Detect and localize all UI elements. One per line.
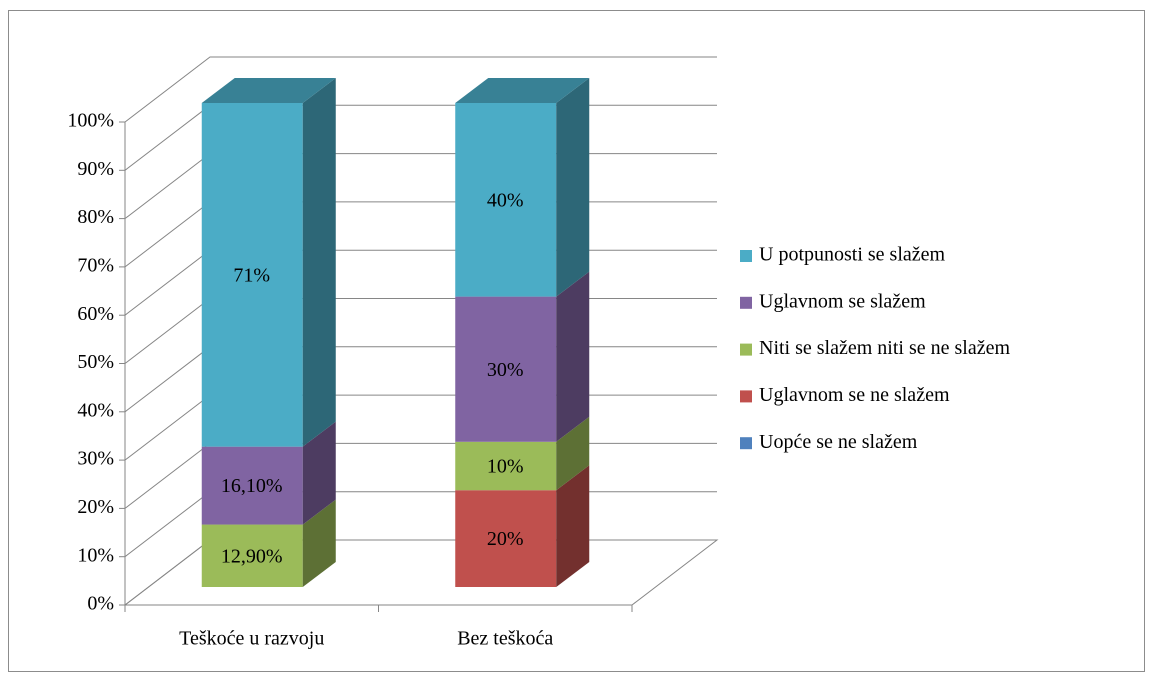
bar-top [201, 78, 336, 103]
y-tick-label: 100% [67, 110, 114, 132]
data-label: 16,10% [221, 475, 283, 497]
y-tick-label: 40% [77, 399, 114, 421]
y-tick-label: 30% [77, 448, 114, 470]
y-tick-label: 70% [77, 254, 114, 276]
bar-segment [201, 446, 303, 525]
bar-side [556, 465, 590, 587]
data-label: 40% [487, 189, 524, 211]
bar-side [556, 78, 590, 297]
bar-segment [201, 524, 303, 587]
legend-swatch [740, 437, 752, 450]
legend-label: Niti se slažem niti se ne slažem [759, 337, 1010, 359]
bar-segment [455, 441, 557, 491]
x-tick-label: Bez teškoća [457, 628, 553, 650]
data-label: 20% [487, 528, 524, 550]
data-label: 30% [487, 359, 524, 381]
y-tick-label: 90% [77, 158, 114, 180]
legend-swatch [740, 343, 752, 356]
bar-side [302, 421, 336, 525]
legend-swatch [740, 250, 752, 262]
data-label: 12,90% [221, 545, 283, 567]
bar-side [302, 78, 336, 447]
legend-label: Uglavnom se ne slažem [759, 384, 950, 406]
legend-label: Uglavnom se slažem [759, 290, 926, 312]
x-tick-label: Teškoće u razvoju [179, 628, 324, 650]
legend-label: Uopće se ne slažem [759, 431, 918, 453]
legend-label: U potpunosti se slažem [759, 244, 946, 266]
legend-swatch [740, 390, 752, 403]
y-tick-label: 20% [77, 496, 114, 518]
y-tick-label: 80% [77, 206, 114, 228]
y-tick-label: 60% [77, 303, 114, 325]
data-label: 71% [233, 264, 270, 286]
bar-side [556, 271, 590, 442]
legend-swatch [740, 296, 752, 309]
bar-segment [455, 296, 557, 442]
y-tick-label: 50% [77, 351, 114, 373]
bar-top [455, 78, 590, 103]
bar-side [556, 416, 590, 491]
bar-segment [455, 103, 557, 297]
y-tick-label: 0% [87, 593, 114, 615]
bar-segment [455, 490, 557, 587]
bar-side [302, 499, 336, 587]
grid-line [124, 56, 717, 123]
y-tick-label: 10% [77, 544, 114, 566]
data-label: 10% [487, 456, 524, 478]
bar-segment [201, 103, 303, 447]
